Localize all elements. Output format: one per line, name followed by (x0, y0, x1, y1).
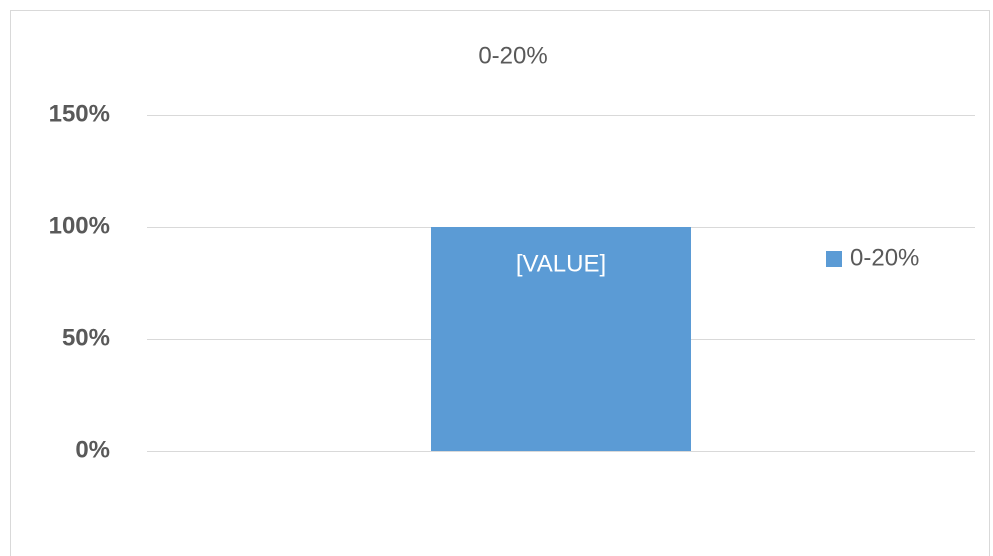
legend-label: 0-20% (850, 244, 919, 271)
y-tick-label: 0% (75, 436, 110, 463)
y-tick-label: 50% (62, 324, 110, 351)
bar (431, 227, 691, 451)
y-tick-label: 100% (49, 212, 110, 239)
chart-title: 0-20% (478, 42, 547, 69)
y-tick-label: 150% (49, 100, 110, 127)
legend-swatch (826, 251, 842, 267)
data-label: [VALUE] (516, 250, 606, 277)
